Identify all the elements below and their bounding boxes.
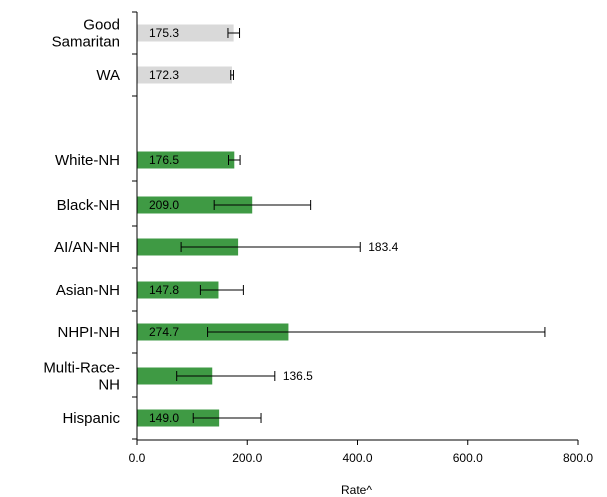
- x-tick-label: 0.0: [129, 451, 146, 465]
- category-label-line: Multi-Race-: [43, 360, 120, 377]
- category-label-line: Hispanic: [62, 410, 120, 427]
- bar: [137, 367, 213, 385]
- bar-group: 147.8 Asian-NH: [56, 281, 244, 312]
- category-label: AI/AN-NH: [54, 239, 120, 256]
- bar: [137, 196, 253, 214]
- category-label: Good Samaritan: [52, 17, 120, 51]
- data-label: 147.8: [149, 283, 179, 297]
- category-label: NHPI-NH: [58, 324, 121, 341]
- bar-group: 183.4 AI/AN-NH: [54, 238, 399, 269]
- bar-group: 209.0 Black-NH: [57, 196, 312, 227]
- data-label: 149.0: [149, 411, 179, 425]
- category-label-line: NH: [98, 377, 120, 394]
- category-label-line: WA: [96, 67, 120, 84]
- data-label: 183.4: [368, 240, 398, 254]
- x-axis-title: Rate^: [341, 483, 372, 497]
- bar-group: 175.3 Good Samaritan: [52, 17, 241, 55]
- bar-group: 149.0 Hispanic: [62, 409, 262, 440]
- category-label-line: Asian-NH: [56, 282, 120, 299]
- data-label: 172.3: [149, 68, 179, 82]
- category-label-line: White-NH: [55, 152, 120, 169]
- category-label: Asian-NH: [56, 282, 120, 299]
- data-label: 209.0: [149, 198, 179, 212]
- data-label: 176.5: [149, 153, 179, 167]
- bar: [137, 281, 219, 299]
- category-label-line: Black-NH: [57, 197, 120, 214]
- bar-group: 136.5 Multi-Race-NH: [43, 360, 313, 398]
- bar: [137, 409, 220, 427]
- data-label: 175.3: [149, 26, 179, 40]
- bar: [137, 24, 234, 42]
- x-axis-ticks: 0.0 200.0 400.0 600.0 800.0: [129, 440, 593, 465]
- x-tick-label: 600.0: [453, 451, 483, 465]
- category-label-line: NHPI-NH: [58, 324, 121, 341]
- category-label: Black-NH: [57, 197, 120, 214]
- category-label: White-NH: [55, 152, 120, 169]
- bars-layer: 175.3 Good Samaritan 172.3 WA 176.5 White-NH 20…: [43, 11, 546, 440]
- bar-group: 274.7 NHPI-NH: [58, 323, 546, 354]
- bar-group: 172.3 WA: [96, 66, 234, 97]
- x-tick-label: 400.0: [342, 451, 372, 465]
- bar-group: 176.5 White-NH: [55, 151, 241, 182]
- category-label: Hispanic: [62, 410, 120, 427]
- data-label: 136.5: [283, 369, 313, 383]
- category-label-line: Samaritan: [52, 34, 120, 51]
- x-tick-label: 200.0: [232, 451, 262, 465]
- bar: [137, 66, 232, 84]
- category-label-line: AI/AN-NH: [54, 239, 120, 256]
- category-label-line: Good: [83, 17, 120, 34]
- category-label: Multi-Race-NH: [43, 360, 120, 394]
- x-tick-label: 800.0: [563, 451, 593, 465]
- category-label: WA: [96, 67, 120, 84]
- data-label: 274.7: [149, 325, 179, 339]
- bar: [137, 151, 235, 169]
